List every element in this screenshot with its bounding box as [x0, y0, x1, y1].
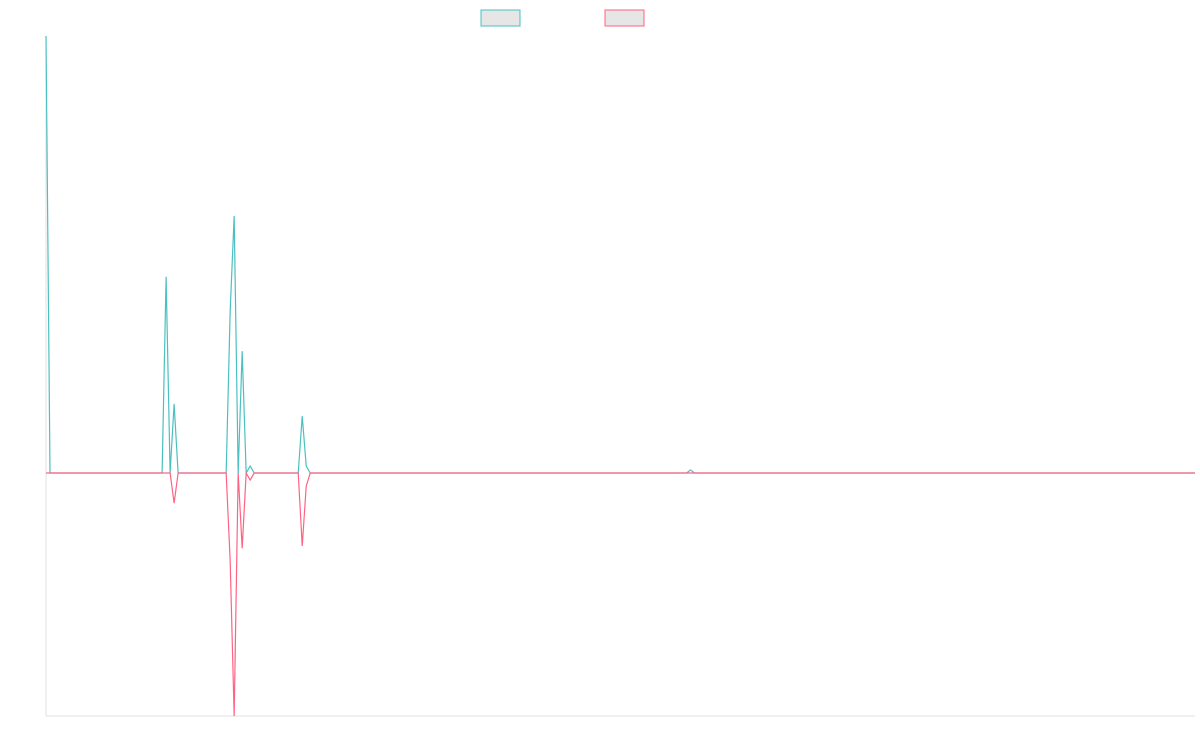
- series-line: [45, 35, 1195, 476]
- legend-swatch: [480, 9, 521, 27]
- series-line: [46, 470, 1195, 717]
- legend-swatch: [604, 9, 645, 27]
